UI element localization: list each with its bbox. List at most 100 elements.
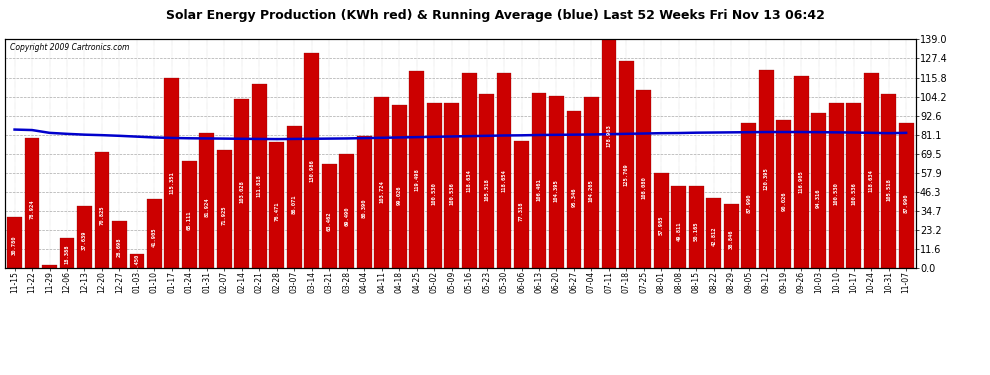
- Bar: [514, 141, 529, 268]
- Bar: [566, 111, 581, 268]
- Text: 57.985: 57.985: [659, 215, 664, 235]
- Text: 120.395: 120.395: [763, 168, 769, 190]
- Bar: [112, 221, 127, 268]
- Text: 49.811: 49.811: [676, 222, 681, 241]
- Text: 37.639: 37.639: [82, 231, 87, 250]
- Bar: [742, 123, 756, 268]
- Bar: [7, 217, 22, 268]
- Bar: [794, 76, 809, 268]
- Text: 86.071: 86.071: [292, 195, 297, 214]
- Text: 95.346: 95.346: [571, 188, 576, 207]
- Text: 8.450: 8.450: [135, 254, 140, 270]
- Text: 38.846: 38.846: [729, 230, 734, 249]
- Text: 100.530: 100.530: [432, 182, 437, 205]
- Text: 87.990: 87.990: [746, 193, 751, 213]
- Bar: [77, 206, 92, 268]
- Text: 90.026: 90.026: [781, 192, 786, 211]
- Bar: [637, 90, 651, 268]
- Bar: [182, 161, 197, 268]
- Text: 119.498: 119.498: [414, 168, 419, 191]
- Text: Copyright 2009 Cartronics.com: Copyright 2009 Cartronics.com: [10, 43, 129, 52]
- Bar: [479, 94, 494, 268]
- Bar: [374, 98, 389, 268]
- Text: 78.924: 78.924: [30, 200, 35, 219]
- Text: 111.818: 111.818: [256, 174, 261, 197]
- Text: 115.351: 115.351: [169, 171, 174, 194]
- Bar: [584, 96, 599, 268]
- Bar: [619, 61, 634, 268]
- Bar: [43, 266, 57, 268]
- Bar: [269, 142, 284, 268]
- Text: 105.518: 105.518: [484, 178, 489, 201]
- Text: 80.390: 80.390: [361, 199, 366, 218]
- Bar: [532, 93, 546, 268]
- Text: 76.471: 76.471: [274, 202, 279, 221]
- Bar: [549, 96, 564, 268]
- Bar: [881, 94, 896, 268]
- Text: Solar Energy Production (KWh red) & Running Average (blue) Last 52 Weeks Fri Nov: Solar Energy Production (KWh red) & Runn…: [165, 9, 825, 22]
- Bar: [304, 53, 319, 268]
- Bar: [217, 150, 232, 268]
- Text: 106.461: 106.461: [537, 178, 542, 201]
- Bar: [724, 204, 739, 268]
- Text: 116.905: 116.905: [799, 170, 804, 193]
- Text: 99.026: 99.026: [397, 185, 402, 204]
- Text: 28.698: 28.698: [117, 237, 122, 256]
- Bar: [59, 238, 74, 268]
- Bar: [25, 138, 40, 268]
- Bar: [497, 73, 512, 268]
- Text: 87.990: 87.990: [904, 193, 909, 213]
- Bar: [287, 126, 302, 268]
- Bar: [863, 73, 878, 268]
- Text: 71.925: 71.925: [222, 205, 227, 225]
- Bar: [235, 99, 249, 268]
- Bar: [689, 186, 704, 268]
- Text: 70.825: 70.825: [99, 206, 105, 225]
- Bar: [427, 103, 442, 268]
- Text: 178.963: 178.963: [607, 124, 612, 147]
- Bar: [776, 120, 791, 268]
- Bar: [94, 152, 110, 268]
- Bar: [829, 103, 843, 268]
- Bar: [409, 72, 424, 268]
- Bar: [602, 0, 617, 268]
- Bar: [707, 198, 722, 268]
- Text: 118.654: 118.654: [502, 169, 507, 192]
- Bar: [654, 173, 669, 268]
- Bar: [759, 70, 774, 268]
- Text: 65.111: 65.111: [187, 210, 192, 230]
- Bar: [164, 78, 179, 268]
- Text: 94.316: 94.316: [816, 189, 822, 208]
- Bar: [671, 186, 686, 268]
- Text: 104.395: 104.395: [554, 180, 559, 202]
- Text: 69.490: 69.490: [345, 207, 349, 226]
- Text: 100.530: 100.530: [834, 182, 839, 205]
- Bar: [251, 84, 266, 268]
- Text: 104.265: 104.265: [589, 180, 594, 202]
- Text: 42.812: 42.812: [712, 226, 717, 246]
- Text: 125.769: 125.769: [624, 164, 629, 186]
- Text: 77.318: 77.318: [519, 201, 524, 220]
- Bar: [199, 133, 214, 268]
- Bar: [461, 73, 476, 268]
- Bar: [322, 164, 337, 268]
- Text: 81.924: 81.924: [204, 198, 209, 217]
- Bar: [356, 136, 371, 268]
- Bar: [147, 199, 161, 268]
- Text: 108.080: 108.080: [642, 177, 646, 200]
- Text: 105.518: 105.518: [886, 178, 891, 201]
- Bar: [392, 105, 407, 268]
- Text: 103.724: 103.724: [379, 180, 384, 203]
- Bar: [340, 154, 354, 268]
- Bar: [846, 103, 861, 268]
- Bar: [445, 103, 459, 268]
- Text: 63.462: 63.462: [327, 211, 332, 231]
- Text: 100.536: 100.536: [851, 182, 856, 205]
- Text: 103.028: 103.028: [240, 180, 245, 203]
- Text: 100.536: 100.536: [449, 182, 454, 205]
- Text: 118.634: 118.634: [466, 169, 471, 192]
- Text: 118.634: 118.634: [868, 169, 873, 192]
- Text: 130.986: 130.986: [309, 160, 314, 183]
- Bar: [130, 254, 145, 268]
- Text: 50.165: 50.165: [694, 221, 699, 241]
